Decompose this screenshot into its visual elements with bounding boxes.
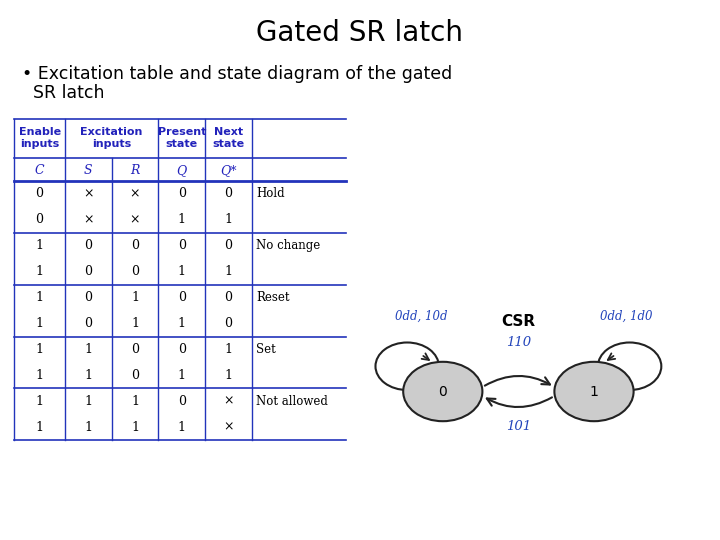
Text: SR latch: SR latch xyxy=(22,84,104,102)
Text: Hold: Hold xyxy=(256,187,285,200)
Text: 0: 0 xyxy=(131,343,139,356)
Text: 0: 0 xyxy=(84,239,92,252)
Text: 1: 1 xyxy=(35,421,44,434)
Text: Excitation
inputs: Excitation inputs xyxy=(81,127,143,149)
Text: 1: 1 xyxy=(225,343,233,356)
Text: 0: 0 xyxy=(131,239,139,252)
Text: 1: 1 xyxy=(35,239,44,252)
Text: 1: 1 xyxy=(178,317,186,330)
Text: 0dd, 1d0: 0dd, 1d0 xyxy=(600,309,652,322)
Text: ×: × xyxy=(223,421,234,434)
Text: ×: × xyxy=(130,187,140,200)
Text: 0: 0 xyxy=(35,187,44,200)
Text: 0: 0 xyxy=(225,187,233,200)
Text: 1: 1 xyxy=(35,369,44,382)
Text: 110: 110 xyxy=(506,336,531,349)
Text: 1: 1 xyxy=(35,291,44,304)
Text: 101: 101 xyxy=(506,420,531,433)
Text: 1: 1 xyxy=(35,343,44,356)
Text: 1: 1 xyxy=(590,384,598,399)
Text: 1: 1 xyxy=(84,369,92,382)
Text: 0: 0 xyxy=(438,384,447,399)
Text: ×: × xyxy=(83,213,94,226)
Text: ×: × xyxy=(223,395,234,408)
Text: 1: 1 xyxy=(131,291,139,304)
Text: 1: 1 xyxy=(225,369,233,382)
Text: 1: 1 xyxy=(35,265,44,278)
Text: No change: No change xyxy=(256,239,320,252)
Text: 0dd, 10d: 0dd, 10d xyxy=(395,309,447,322)
Text: 1: 1 xyxy=(178,213,186,226)
Circle shape xyxy=(554,362,634,421)
Text: 1: 1 xyxy=(178,369,186,382)
Text: 1: 1 xyxy=(84,395,92,408)
Text: 1: 1 xyxy=(84,343,92,356)
Text: 0: 0 xyxy=(131,369,139,382)
Text: Present
state: Present state xyxy=(158,127,206,149)
Text: 0: 0 xyxy=(178,239,186,252)
Text: 1: 1 xyxy=(84,421,92,434)
Text: 0: 0 xyxy=(84,265,92,278)
Text: 0: 0 xyxy=(178,395,186,408)
Text: 0: 0 xyxy=(35,213,44,226)
Text: 0: 0 xyxy=(225,291,233,304)
Text: ×: × xyxy=(83,187,94,200)
Text: • Excitation table and state diagram of the gated: • Excitation table and state diagram of … xyxy=(22,65,452,83)
Text: 1: 1 xyxy=(131,317,139,330)
Text: 0: 0 xyxy=(225,317,233,330)
Text: Set: Set xyxy=(256,343,276,356)
Text: S: S xyxy=(84,164,92,177)
Text: 0: 0 xyxy=(131,265,139,278)
Text: 1: 1 xyxy=(131,421,139,434)
Text: CSR: CSR xyxy=(501,314,536,329)
Text: 1: 1 xyxy=(225,265,233,278)
Text: 0: 0 xyxy=(225,239,233,252)
Text: C: C xyxy=(35,164,45,177)
Text: ×: × xyxy=(130,213,140,226)
Text: 1: 1 xyxy=(225,213,233,226)
Text: 1: 1 xyxy=(131,395,139,408)
Text: 1: 1 xyxy=(178,265,186,278)
Text: Reset: Reset xyxy=(256,291,290,304)
Text: Q: Q xyxy=(176,164,187,177)
Text: 0: 0 xyxy=(178,343,186,356)
Text: Q*: Q* xyxy=(220,164,237,177)
Text: Not allowed: Not allowed xyxy=(256,395,328,408)
Text: 0: 0 xyxy=(84,291,92,304)
Text: R: R xyxy=(130,164,140,177)
Circle shape xyxy=(403,362,482,421)
Text: 0: 0 xyxy=(178,291,186,304)
Text: 0: 0 xyxy=(84,317,92,330)
Text: Gated SR latch: Gated SR latch xyxy=(256,19,464,47)
Text: Next
state: Next state xyxy=(212,127,245,149)
Text: 1: 1 xyxy=(35,395,44,408)
Text: Enable
inputs: Enable inputs xyxy=(19,127,60,149)
Text: 1: 1 xyxy=(178,421,186,434)
Text: 0: 0 xyxy=(178,187,186,200)
Text: 1: 1 xyxy=(35,317,44,330)
